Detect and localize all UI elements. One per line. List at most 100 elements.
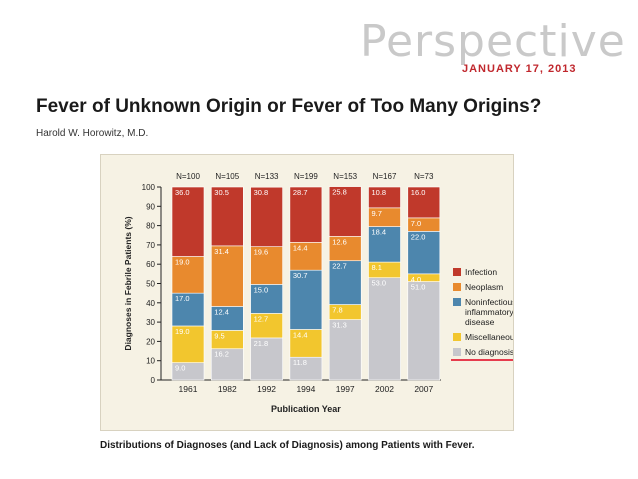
bar-segment-neoplasm	[211, 245, 244, 307]
bar-segment-no-diagnosis	[328, 319, 362, 381]
y-tick-label: 90	[146, 202, 155, 211]
bar-segment-miscellaneous	[289, 329, 323, 358]
y-tick-label: 10	[146, 357, 155, 366]
data-label: 9.5	[214, 331, 224, 340]
bar-segment-noninfectious-inflammatory-disease	[250, 284, 283, 314]
publication-date: JANUARY 17, 2013	[462, 63, 577, 75]
legend-label: No diagnosis	[465, 347, 513, 357]
data-label: 18.4	[372, 228, 387, 237]
bar-segment-noninfectious-inflammatory-disease	[289, 269, 323, 330]
bar-segment-noninfectious-inflammatory-disease	[368, 226, 401, 263]
data-label: 14.4	[293, 243, 308, 252]
data-label: 30.8	[254, 188, 269, 197]
y-axis-title: Diagnoses in Febrile Patients (%)	[123, 216, 133, 350]
n-label: N=199	[294, 172, 318, 181]
stacked-bar-chart: 0 10 20 30 40 50 60 70 80 90 100 Diagnoses in Febri…	[123, 172, 529, 414]
data-label: 28.7	[293, 188, 308, 197]
n-label: N=73	[414, 172, 434, 181]
n-label: N=133	[255, 172, 279, 181]
data-label: 17.0	[175, 294, 190, 303]
bar-segment-infection	[250, 186, 283, 247]
x-axis-title: Publication Year	[271, 404, 341, 414]
n-label: N=100	[176, 172, 200, 181]
data-label: 22.0	[411, 232, 426, 241]
bar-segment-infection	[407, 186, 441, 219]
bar-segment-miscellaneous	[171, 325, 205, 363]
data-label: 31.4	[214, 247, 229, 256]
bar-segment-no-diagnosis	[250, 337, 283, 381]
legend-swatch-noninfectious-inflammatory-disease	[453, 298, 461, 306]
bar-segment-infection	[328, 186, 362, 237]
data-label: 11.8	[293, 358, 307, 367]
legend-swatch-neoplasm	[453, 283, 461, 291]
bar-segment-infection	[289, 186, 323, 243]
legend-label: Miscellaneous	[465, 332, 513, 342]
data-label: 31.3	[332, 321, 347, 330]
x-tick-label: 2007	[414, 384, 433, 394]
y-tick-label: 70	[146, 241, 155, 250]
data-label: 12.7	[254, 314, 269, 323]
data-label: 8.1	[372, 263, 382, 272]
bar-segment-no-diagnosis	[211, 348, 244, 381]
data-label: 9.7	[372, 209, 382, 218]
x-tick-label: 1961	[179, 384, 198, 394]
legend-label: inflammatory	[465, 307, 513, 317]
bar-segment-no-diagnosis	[368, 277, 401, 381]
legend-label: disease	[465, 317, 495, 327]
legend-label: Noninfectious	[465, 297, 513, 307]
data-label: 4.0	[411, 275, 421, 284]
x-tick-label: 1992	[257, 384, 276, 394]
article-title: Fever of Unknown Origin or Fever of Too …	[36, 96, 542, 117]
figure-caption: Distributions of Diagnoses (and Lack of …	[100, 440, 475, 451]
n-label: N=105	[215, 172, 239, 181]
data-label: 51.0	[411, 283, 426, 292]
y-tick-label: 80	[146, 222, 155, 231]
data-label: 30.5	[214, 188, 229, 197]
y-tick-label: 30	[146, 318, 155, 327]
data-label: 19.6	[254, 248, 269, 257]
data-label: 19.0	[175, 327, 190, 336]
y-tick-label: 50	[146, 280, 155, 289]
figure-panel: 0 10 20 30 40 50 60 70 80 90 100 Diagnoses in Febri…	[100, 154, 529, 431]
x-tick-label: 2002	[375, 384, 394, 394]
data-label: 21.8	[254, 339, 269, 348]
legend-swatch-miscellaneous	[453, 333, 461, 341]
bar-segment-infection	[171, 186, 205, 257]
legend-label: Infection	[465, 267, 497, 277]
data-label: 12.4	[214, 307, 229, 316]
legend-label: Neoplasm	[465, 282, 503, 292]
n-label: N=153	[333, 172, 357, 181]
bar-segment-neoplasm	[171, 256, 205, 294]
data-label: 14.4	[293, 330, 308, 339]
legend-swatch-infection	[453, 268, 461, 276]
data-label: 36.0	[175, 188, 190, 197]
data-label: 7.8	[332, 306, 342, 315]
bar-segment-neoplasm	[289, 242, 323, 271]
bar-segment-neoplasm	[328, 236, 362, 262]
x-tick-label: 1997	[336, 384, 355, 394]
data-label: 16.0	[411, 188, 426, 197]
bar-segment-infection	[211, 186, 244, 247]
bar-segment-noninfectious-inflammatory-disease	[171, 292, 205, 327]
y-tick-label: 40	[146, 299, 155, 308]
n-label: N=167	[373, 172, 397, 181]
y-tick-label: 20	[146, 337, 155, 346]
journal-section-title: Perspective	[360, 16, 626, 67]
data-label: 15.0	[254, 285, 269, 294]
data-label: 9.0	[175, 364, 185, 373]
data-label: 53.0	[372, 279, 387, 288]
legend-swatch-no-diagnosis	[453, 348, 461, 356]
data-label: 22.7	[332, 262, 347, 271]
data-label: 25.8	[332, 188, 347, 197]
y-tick-label: 100	[142, 183, 156, 192]
data-label: 16.2	[214, 350, 229, 359]
data-label: 19.0	[175, 257, 190, 266]
data-label: 7.0	[411, 219, 421, 228]
data-label: 12.6	[332, 237, 347, 246]
y-tick-label: 60	[146, 260, 155, 269]
bar-segment-infection	[368, 186, 401, 209]
data-label: 10.8	[372, 188, 387, 197]
bar-segment-no-diagnosis	[407, 281, 441, 381]
x-tick-label: 1982	[218, 384, 237, 394]
bar-segment-noninfectious-inflammatory-disease	[328, 260, 362, 305]
